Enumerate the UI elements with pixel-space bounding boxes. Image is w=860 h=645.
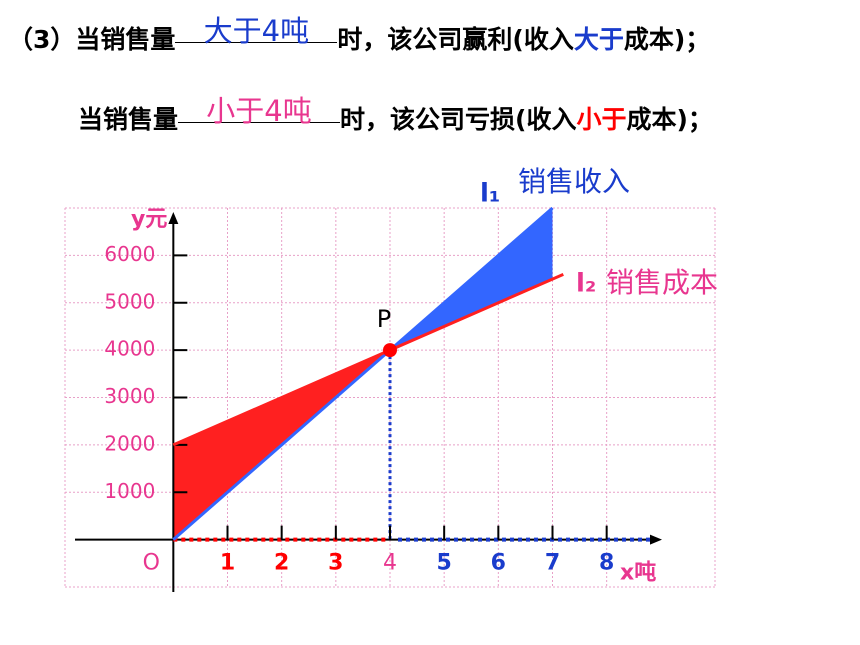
question-text: 大于 <box>573 25 624 54</box>
y-tick-label: 4000 <box>104 337 155 361</box>
series-name: 销售成本 <box>606 266 718 299</box>
x-tick-label: 6 <box>491 551 506 576</box>
point-p <box>383 343 397 358</box>
origin-label: O <box>143 551 160 576</box>
question-text: 成本)； <box>623 25 711 54</box>
question-text: 当销售量 <box>78 105 179 134</box>
x-tick-label: 7 <box>545 551 560 576</box>
question-text: 小于 <box>576 105 627 134</box>
series-name: 销售收入 <box>518 165 630 198</box>
series-line <box>172 206 554 541</box>
y-tick-label: 1000 <box>104 479 155 503</box>
x-tick-label: 3 <box>328 551 343 576</box>
point-label: P <box>377 305 391 333</box>
x-arrow <box>650 534 662 545</box>
y-arrow <box>168 212 179 224</box>
x-tick-label: 1 <box>220 551 235 576</box>
y-tick-label: 5000 <box>104 289 155 313</box>
x-tick-label: 4 <box>383 551 397 576</box>
series-line <box>172 272 564 447</box>
question-line: 当销售量 小于4吨 时，该公司亏损(收入 小于 成本)； <box>78 94 713 136</box>
question-line: （3）当销售量 大于4吨 时，该公司赢利(收入 大于 成本)； <box>8 14 711 56</box>
y-axis-label: y元 <box>131 207 167 232</box>
y-tick-label: 3000 <box>104 384 155 408</box>
line-label: l₂ <box>576 269 596 299</box>
question-text: （3）当销售量 <box>8 25 176 54</box>
answer-blank: 小于4吨 <box>178 88 341 128</box>
x-tick-label: 5 <box>437 551 452 576</box>
question-text: 成本)； <box>626 105 713 134</box>
line-label: l₁ <box>480 179 500 209</box>
x-tick-label: 8 <box>599 551 614 576</box>
question-text: 时，该公司亏损(收入 <box>340 105 577 134</box>
question-text: 时，该公司赢利(收入 <box>337 25 574 54</box>
answer-blank: 大于4吨 <box>175 8 338 48</box>
x-axis-label: x吨 <box>620 561 656 586</box>
y-tick-label: 2000 <box>104 431 155 455</box>
y-tick-label: 6000 <box>104 242 155 266</box>
x-tick-label: 2 <box>274 551 289 576</box>
